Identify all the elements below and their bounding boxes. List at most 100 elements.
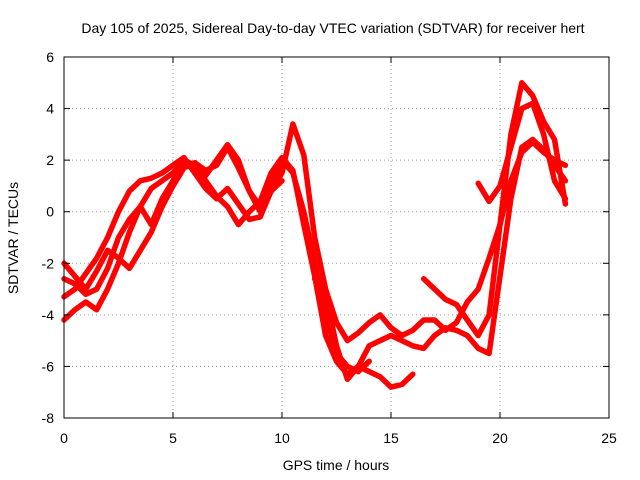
plus-marker [123, 240, 129, 246]
plus-marker [544, 125, 550, 130]
plus-marker [123, 195, 129, 201]
data-point [312, 276, 318, 282]
plus-marker [259, 195, 265, 201]
plus-marker [404, 330, 410, 336]
data-point [301, 152, 307, 158]
plus-marker [532, 107, 538, 113]
plus-marker [205, 166, 211, 172]
data-point [334, 358, 339, 364]
plus-marker [552, 140, 558, 146]
plus-marker [88, 303, 94, 309]
plus-marker [320, 275, 326, 281]
plus-marker [112, 245, 118, 251]
data-point [94, 268, 100, 274]
plus-marker [550, 134, 556, 139]
plus-marker [506, 211, 512, 217]
plus-marker [374, 314, 380, 320]
plus-marker [513, 109, 519, 115]
plus-marker [139, 244, 145, 250]
data-point [388, 325, 394, 331]
plus-marker [337, 326, 343, 332]
plus-marker [548, 131, 554, 136]
plus-marker [125, 233, 131, 239]
plus-marker [179, 161, 185, 167]
plus-marker [527, 138, 533, 144]
plus-marker [546, 128, 552, 133]
plus-marker [425, 340, 431, 346]
plus-marker [404, 340, 410, 346]
data-point [377, 374, 383, 380]
plus-marker [372, 340, 378, 346]
plus-marker [146, 232, 152, 238]
plus-marker [513, 127, 519, 133]
data-point [443, 325, 448, 331]
data-point [475, 333, 481, 338]
plus-marker [415, 322, 421, 328]
plus-marker [226, 207, 232, 213]
plus-marker [261, 188, 267, 194]
plus-marker [361, 366, 367, 372]
data-point [159, 170, 165, 176]
plus-marker [165, 166, 171, 172]
plus-marker [217, 156, 223, 162]
plus-marker [221, 150, 227, 156]
plus-marker [467, 335, 472, 341]
plus-marker [385, 334, 391, 340]
plus-marker [517, 152, 523, 158]
tick-labels: 0 5 10 15 20 25 -8 -6 -4 -2 0 2 4 6 [42, 49, 617, 446]
plus-marker [391, 327, 397, 333]
y-tick-label: 4 [46, 101, 54, 117]
plus-marker [101, 241, 107, 247]
plus-marker [97, 261, 103, 267]
data-point [399, 338, 405, 344]
plus-marker [323, 295, 329, 301]
plus-marker [509, 192, 515, 198]
plus-marker [437, 291, 443, 297]
plus-marker [165, 174, 171, 180]
plus-marker [555, 156, 561, 161]
plus-marker [538, 125, 544, 130]
plus-marker [330, 351, 336, 357]
plus-marker [277, 158, 283, 164]
plus-marker [343, 373, 349, 379]
plus-marker [517, 155, 522, 161]
plus-marker [130, 259, 136, 265]
plus-marker [101, 293, 107, 299]
plot-frame [63, 56, 610, 419]
plus-marker [451, 322, 457, 327]
plus-marker [369, 370, 375, 376]
plus-marker [543, 143, 549, 149]
plus-marker [196, 176, 202, 182]
plus-marker [557, 167, 563, 173]
data-point [453, 320, 459, 326]
plus-marker [423, 343, 429, 349]
plus-marker [513, 174, 519, 180]
plus-marker [92, 258, 97, 264]
data-point [562, 162, 568, 168]
plus-marker [316, 295, 322, 301]
plus-marker [242, 214, 248, 220]
plus-marker [119, 250, 125, 256]
plus-marker [402, 331, 408, 337]
plus-marker [513, 170, 519, 176]
plus-marker [304, 180, 310, 185]
data-point [116, 209, 121, 215]
plus-marker [327, 344, 333, 349]
plus-marker [440, 294, 446, 300]
plus-marker [558, 174, 564, 180]
plus-marker [359, 357, 365, 363]
plus-marker [517, 87, 523, 93]
plus-marker [546, 155, 552, 161]
data-point [464, 317, 470, 323]
plus-marker [161, 200, 167, 206]
data-point [116, 235, 121, 240]
plus-marker [364, 367, 369, 373]
plus-marker [542, 135, 547, 141]
plus-marker [239, 172, 244, 177]
plus-marker [151, 222, 157, 228]
plus-marker [331, 332, 337, 338]
plus-marker [505, 219, 511, 225]
plus-marker [503, 162, 509, 168]
plus-marker [502, 165, 508, 171]
